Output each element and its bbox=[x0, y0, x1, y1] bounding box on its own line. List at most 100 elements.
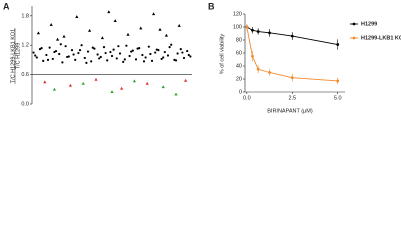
point bbox=[107, 10, 111, 14]
point bbox=[256, 67, 260, 71]
point bbox=[166, 54, 170, 57]
point bbox=[290, 76, 294, 80]
point bbox=[177, 24, 181, 27]
point bbox=[56, 37, 60, 41]
point bbox=[147, 45, 150, 48]
point bbox=[139, 26, 143, 30]
legend-marker bbox=[352, 36, 356, 40]
point bbox=[72, 53, 75, 56]
point bbox=[90, 60, 93, 63]
point bbox=[145, 81, 149, 85]
point bbox=[120, 86, 124, 90]
point bbox=[53, 50, 56, 54]
point bbox=[123, 58, 126, 61]
point bbox=[64, 45, 67, 48]
point bbox=[184, 78, 188, 82]
y-tick-label: 1.8 bbox=[21, 13, 29, 19]
point bbox=[52, 87, 56, 91]
point bbox=[98, 57, 101, 60]
point bbox=[81, 81, 85, 85]
point bbox=[80, 44, 83, 47]
point bbox=[48, 46, 51, 49]
point bbox=[99, 55, 102, 59]
point bbox=[86, 50, 90, 53]
figure: A B T/C H1299-LKB1 KO1 T/C H1299 % of ce… bbox=[3, 1, 401, 114]
point bbox=[130, 50, 133, 53]
point bbox=[142, 60, 146, 63]
point bbox=[268, 71, 271, 74]
point bbox=[179, 48, 182, 51]
point bbox=[126, 32, 130, 36]
point bbox=[91, 46, 94, 49]
y-axis-label: T/C H1299 bbox=[15, 43, 21, 70]
x-tick-label: 5.0 bbox=[334, 95, 342, 101]
point bbox=[40, 47, 43, 50]
point bbox=[36, 31, 40, 35]
point bbox=[42, 59, 45, 62]
point bbox=[256, 30, 260, 33]
point bbox=[118, 52, 122, 55]
point bbox=[83, 56, 86, 60]
point bbox=[122, 60, 125, 63]
point bbox=[176, 52, 179, 55]
point bbox=[93, 47, 96, 50]
point bbox=[62, 34, 66, 38]
point bbox=[128, 54, 131, 58]
point bbox=[251, 54, 254, 58]
y-tick-label: 0.0 bbox=[21, 101, 29, 107]
point bbox=[61, 61, 64, 64]
point bbox=[186, 49, 189, 53]
point bbox=[110, 54, 114, 58]
point bbox=[182, 56, 186, 60]
point bbox=[170, 43, 173, 46]
point bbox=[109, 50, 112, 54]
point bbox=[162, 56, 165, 59]
point bbox=[32, 51, 35, 54]
point bbox=[94, 77, 98, 81]
x-tick-label: 0.0 bbox=[243, 95, 251, 101]
point bbox=[45, 53, 48, 57]
panel-label: B bbox=[208, 1, 215, 11]
point bbox=[134, 58, 138, 61]
point bbox=[96, 53, 99, 56]
point bbox=[49, 23, 53, 26]
panel-label: A bbox=[3, 1, 10, 11]
y-tick-label: 60 bbox=[236, 50, 242, 56]
point bbox=[106, 59, 109, 62]
point bbox=[78, 49, 82, 52]
point bbox=[43, 80, 47, 84]
series-line bbox=[246, 26, 338, 82]
point bbox=[164, 33, 168, 37]
point bbox=[68, 83, 72, 87]
point bbox=[154, 51, 157, 54]
y-axis-label: % of cell viability bbox=[219, 34, 225, 75]
x-tick-label: 2.5 bbox=[288, 95, 296, 101]
y-tick-label: 120 bbox=[233, 11, 242, 17]
point bbox=[34, 54, 37, 57]
point bbox=[38, 48, 42, 51]
point bbox=[131, 49, 134, 52]
y-axis-label: T/C H1299-LKB1 KO1 bbox=[10, 29, 16, 83]
point bbox=[251, 28, 254, 32]
point bbox=[144, 56, 147, 59]
point bbox=[245, 25, 249, 29]
point bbox=[181, 51, 184, 54]
point bbox=[187, 53, 190, 57]
point bbox=[132, 79, 136, 83]
point bbox=[35, 56, 38, 59]
y-tick-label: 1.2 bbox=[21, 43, 29, 49]
point bbox=[112, 48, 115, 51]
point bbox=[336, 43, 340, 46]
point bbox=[174, 59, 178, 62]
point bbox=[189, 55, 192, 58]
point bbox=[163, 50, 166, 54]
point bbox=[77, 51, 80, 55]
point bbox=[141, 53, 144, 57]
y-tick-label: 0.6 bbox=[21, 72, 29, 78]
point bbox=[268, 31, 271, 35]
point bbox=[290, 34, 294, 38]
point bbox=[46, 58, 50, 62]
point bbox=[100, 36, 104, 40]
point bbox=[155, 48, 158, 51]
legend-label: H1299 bbox=[361, 21, 377, 27]
